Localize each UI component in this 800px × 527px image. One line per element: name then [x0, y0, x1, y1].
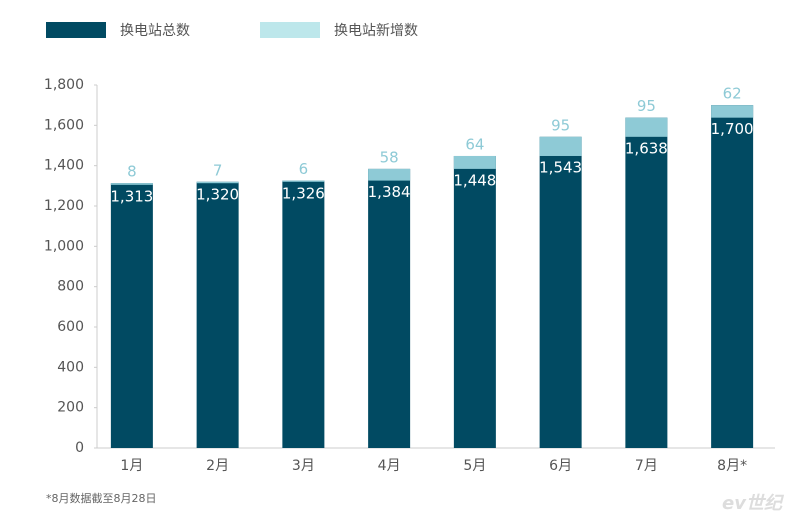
bar-new [711, 105, 754, 118]
bar-new [110, 183, 153, 185]
bar-new [368, 168, 411, 181]
value-label-new: 6 [299, 160, 309, 178]
y-tick-label: 600 [57, 319, 84, 335]
value-label-new: 8 [127, 163, 137, 181]
y-tick-label: 1,400 [44, 158, 84, 174]
y-tick-label: 1,800 [44, 77, 84, 93]
bar-total [539, 136, 582, 448]
bar-new [453, 155, 496, 169]
value-label-new: 64 [465, 135, 484, 153]
bar-total [196, 181, 239, 449]
x-tick-label: 5月 [463, 458, 486, 474]
value-label-total: 1,384 [368, 183, 411, 201]
y-tick-label: 1,000 [44, 238, 84, 254]
bar-total [282, 180, 325, 448]
y-tick-label: 0 [75, 440, 84, 456]
value-label-total: 1,543 [539, 158, 582, 176]
x-tick-label: 8月* [717, 458, 747, 474]
value-label-new: 7 [213, 161, 223, 179]
value-label-new: 95 [637, 97, 656, 115]
value-label-total: 1,313 [110, 187, 153, 205]
legend-swatch [260, 22, 320, 38]
bar-new [539, 136, 582, 156]
bar-total [368, 168, 411, 449]
value-label-total: 1,326 [282, 184, 325, 202]
bar-new [196, 181, 239, 184]
bar-total [711, 105, 754, 449]
x-tick-label: 3月 [292, 458, 315, 474]
watermark: ev世纪 [722, 493, 785, 514]
footnote: *8月数据截至8月28日 [46, 491, 157, 505]
legend-swatch [46, 22, 106, 38]
value-label-new: 58 [380, 148, 399, 166]
legend-label: 换电站新增数 [334, 22, 418, 39]
bar-total [625, 117, 668, 449]
y-tick-label: 1,200 [44, 198, 84, 214]
x-tick-label: 2月 [206, 458, 229, 474]
bar-total [453, 155, 496, 448]
value-label-total: 1,700 [711, 120, 754, 138]
x-tick-label: 4月 [378, 458, 401, 474]
y-tick-label: 200 [57, 400, 84, 416]
bar-new [625, 117, 668, 137]
x-tick-label: 1月 [120, 458, 143, 474]
value-label-new: 95 [551, 116, 570, 134]
y-tick-label: 400 [57, 359, 84, 375]
bar-new [282, 180, 325, 182]
value-label-total: 1,320 [196, 186, 239, 204]
value-label-total: 1,638 [625, 139, 668, 157]
value-label-new: 62 [723, 85, 742, 103]
x-tick-label: 7月 [635, 458, 658, 474]
legend-label: 换电站总数 [120, 22, 190, 39]
bar-total [110, 183, 153, 448]
value-label-total: 1,448 [453, 171, 496, 189]
x-tick-label: 6月 [549, 458, 572, 474]
y-tick-label: 1,600 [44, 117, 84, 133]
y-tick-label: 800 [57, 279, 84, 295]
